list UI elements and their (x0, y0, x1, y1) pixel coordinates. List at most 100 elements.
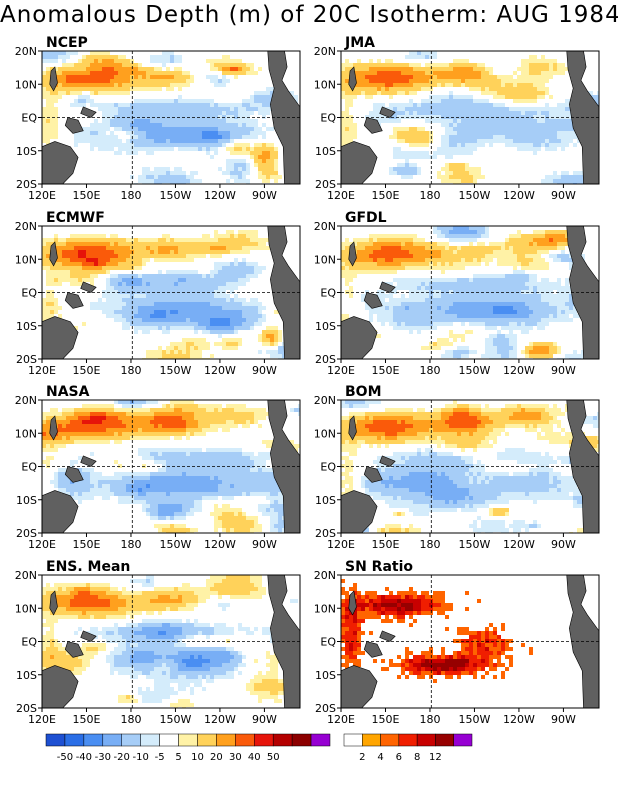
lon-tick-label: 180 (419, 364, 440, 377)
lat-tick-label: 20N (15, 394, 37, 407)
land-mass (49, 241, 58, 267)
land-mass (341, 665, 378, 708)
lon-tick-label: 150E (372, 713, 400, 726)
colorbar-tick-label: 10 (191, 752, 204, 763)
lon-tick-label: 180 (120, 189, 141, 202)
lat-tick-label: EQ (21, 461, 37, 474)
land-mass (64, 641, 84, 658)
lat-tick-label: 10N (15, 253, 37, 266)
lat-tick-label: 10N (15, 602, 37, 615)
colorbar-swatch (310, 733, 331, 747)
colorbar-swatch (64, 733, 85, 747)
contour-field (42, 400, 300, 533)
colorbar-swatch (178, 733, 198, 747)
lat-tick-label: 10S (16, 145, 37, 158)
colorbar-swatch (453, 733, 473, 747)
land-mass (80, 455, 97, 467)
lon-tick-label: 180 (419, 189, 440, 202)
colorbar-swatch (83, 733, 104, 747)
colorbar-tick-label: 12 (429, 752, 442, 763)
colorbar-swatch (102, 733, 122, 747)
lon-tick-label: 120E (28, 538, 56, 551)
land-mass (42, 490, 79, 533)
colorbar-swatch (380, 733, 400, 747)
lat-tick-label: 20N (314, 569, 336, 582)
lon-tick-label: 90W (252, 713, 277, 726)
panel-label: SN Ratio (345, 559, 413, 575)
lon-tick-label: 120E (28, 189, 56, 202)
colorbar-tick-label: 30 (229, 752, 242, 763)
land-mass (80, 281, 97, 293)
land-mass (341, 141, 378, 184)
lat-tick-label: 20S (315, 702, 336, 715)
lon-tick-label: 120W (503, 189, 535, 202)
lon-tick-label: 150W (459, 713, 491, 726)
lon-tick-label: 150W (160, 364, 192, 377)
lat-tick-label: EQ (21, 287, 37, 300)
land-mass (363, 466, 383, 483)
colorbar-swatch (398, 733, 418, 747)
land-mass (348, 241, 357, 267)
lat-tick-label: 20S (16, 178, 37, 191)
lat-tick-label: EQ (320, 461, 336, 474)
land-mass (49, 590, 58, 616)
colorbar-swatch (416, 733, 436, 747)
lat-tick-label: 10S (315, 669, 336, 682)
lat-tick-label: 20N (314, 45, 336, 58)
lon-tick-label: 120W (503, 713, 535, 726)
colorbar-swatch (272, 733, 293, 747)
colorbar-tick-label: 40 (248, 752, 261, 763)
lon-tick-label: 90W (252, 364, 277, 377)
colorbar-tick-label: 8 (414, 752, 420, 763)
lat-tick-label: 10N (15, 427, 37, 440)
contour-field (341, 400, 599, 533)
lat-tick-label: 20N (314, 394, 336, 407)
lon-tick-label: 120W (204, 364, 236, 377)
lon-tick-label: 90W (252, 538, 277, 551)
anomaly-colorbar: -50 -40 -30 -20 -10 -5 5 10 20 30 40 50 (45, 733, 331, 763)
lat-tick-label: 10N (314, 253, 336, 266)
land-mass (49, 66, 58, 92)
lat-tick-label: EQ (21, 112, 37, 125)
lon-tick-label: 150E (73, 713, 101, 726)
lon-tick-label: 120W (503, 364, 535, 377)
panel-label: ECMWF (46, 210, 105, 226)
land-mass (64, 466, 84, 483)
land-mass (64, 117, 84, 134)
lon-tick-label: 150E (73, 364, 101, 377)
lon-tick-label: 120E (28, 713, 56, 726)
contour-field (341, 51, 599, 184)
lat-tick-label: 10S (315, 145, 336, 158)
snr-colorbar: 2 4 6 8 12 (343, 733, 473, 763)
colorbar-tick-label: 2 (359, 752, 365, 763)
lat-tick-label: 20S (315, 353, 336, 366)
panel-label: NASA (46, 384, 90, 400)
panel-label: ENS. Mean (46, 559, 130, 575)
land-mass (64, 292, 84, 309)
lon-tick-label: 120W (503, 538, 535, 551)
contour-field (42, 226, 300, 359)
colorbar-tick-label: -5 (155, 752, 165, 763)
land-mass (348, 415, 357, 441)
lon-tick-label: 150W (160, 538, 192, 551)
land-mass (363, 117, 383, 134)
colorbar-swatch (291, 733, 312, 747)
page-title: Anomalous Depth (m) of 20C Isotherm: AUG… (0, 2, 618, 28)
land-mass (80, 630, 97, 642)
land-mass (80, 106, 97, 118)
contour-field (42, 575, 300, 708)
lon-tick-label: 120W (204, 538, 236, 551)
colorbar-tick-label: -30 (95, 752, 111, 763)
contour-field (341, 226, 599, 359)
colorbar-tick-label: -10 (132, 752, 148, 763)
lon-tick-label: 90W (252, 189, 277, 202)
land-mass (49, 415, 58, 441)
lon-tick-label: 120W (204, 189, 236, 202)
lon-tick-label: 150W (459, 364, 491, 377)
land-mass (42, 141, 79, 184)
